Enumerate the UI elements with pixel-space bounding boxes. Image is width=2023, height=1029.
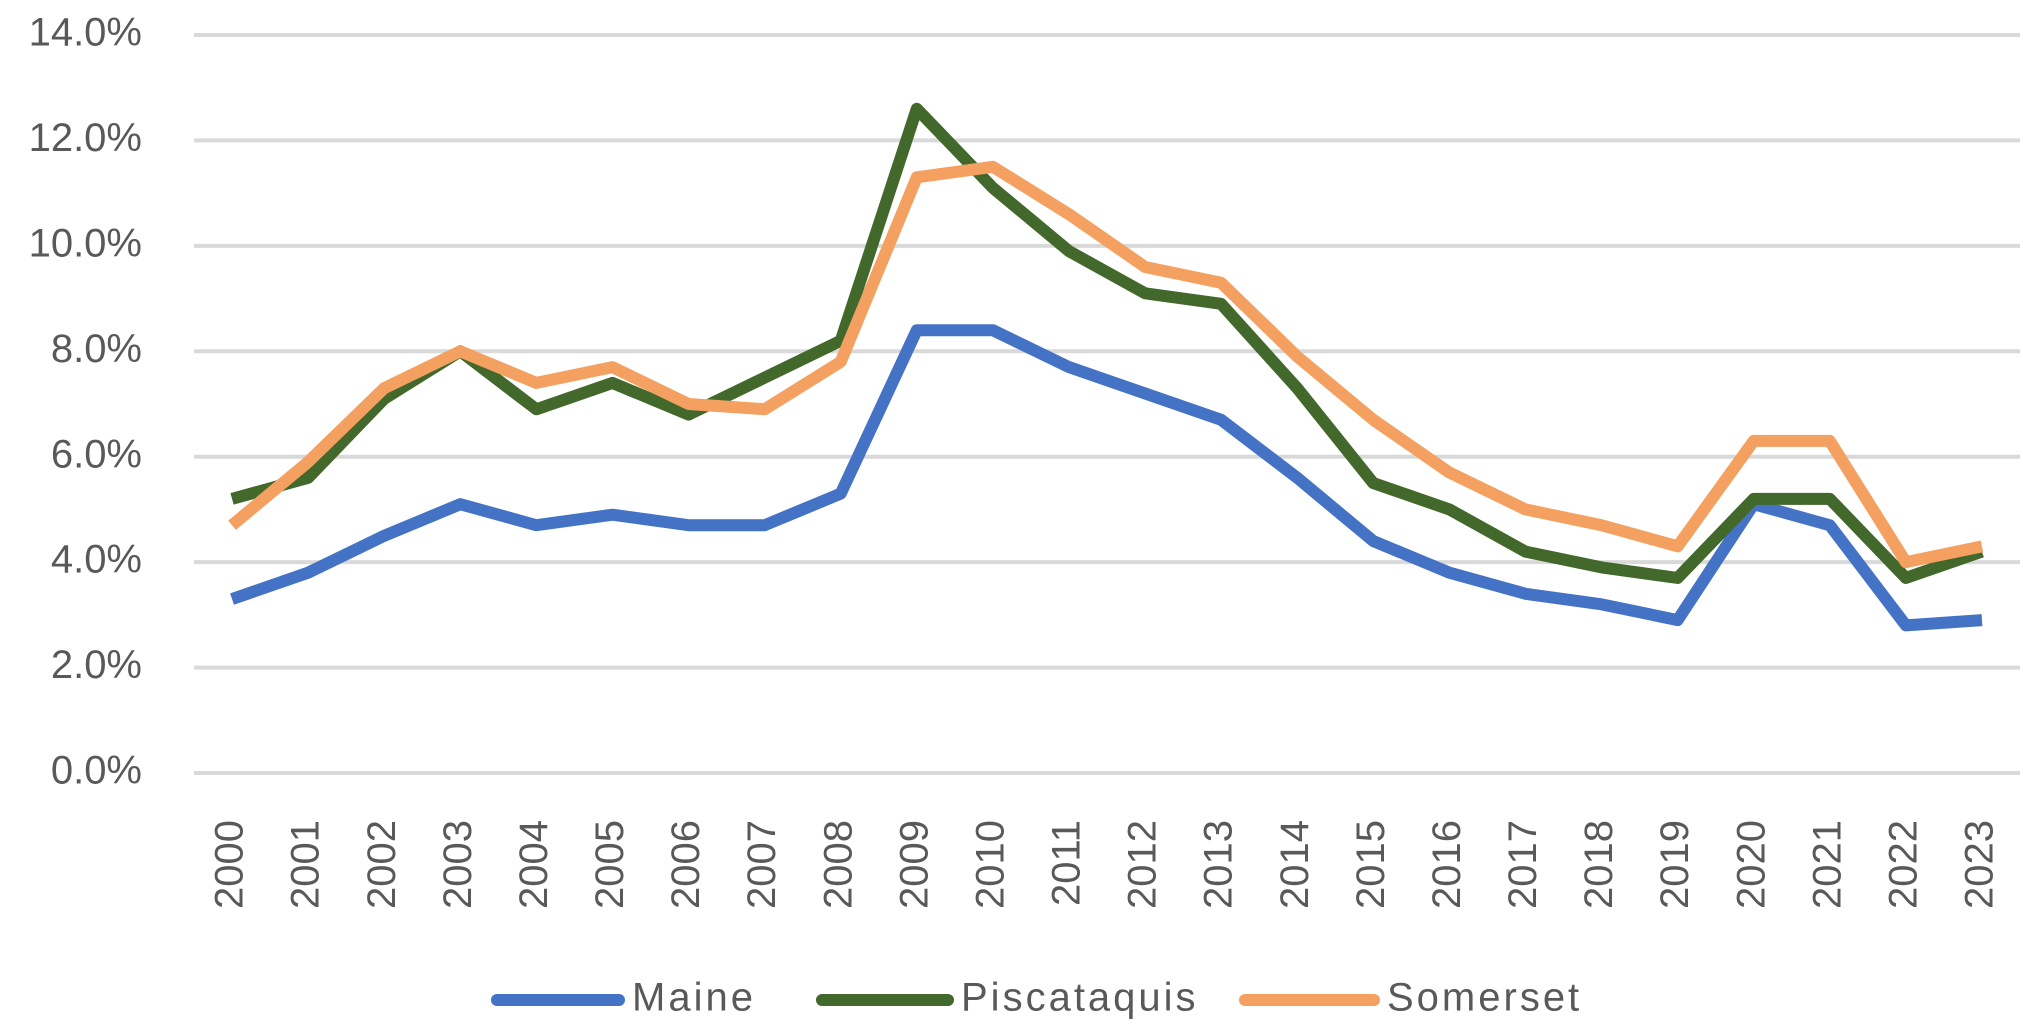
x-tick-label: 2003	[436, 820, 480, 909]
x-tick-label: 2023	[1958, 820, 2002, 909]
x-tick-label: 2020	[1729, 820, 1773, 909]
x-tick-label: 2018	[1577, 820, 1621, 909]
legend-label: Somerset	[1387, 976, 1582, 1020]
line	[230, 324, 1983, 632]
line	[228, 160, 1984, 569]
x-tick-label: 2005	[588, 820, 632, 909]
legend-label: Piscataquis	[961, 976, 1199, 1020]
y-tick-label: 14.0%	[29, 11, 142, 55]
x-tick-label: 2017	[1501, 820, 1545, 909]
y-tick-label: 12.0%	[29, 116, 142, 160]
x-tick-label: 2014	[1273, 820, 1317, 909]
x-tick-label: 2008	[816, 820, 860, 909]
x-tick-label: 2009	[892, 820, 936, 909]
x-tick-label: 2000	[208, 820, 252, 909]
y-tick-label: 6.0%	[51, 432, 142, 476]
y-tick-label: 10.0%	[29, 221, 142, 265]
y-tick-label: 4.0%	[51, 538, 142, 582]
y-tick-label: 2.0%	[51, 643, 142, 687]
x-tick-label: 2001	[284, 820, 328, 909]
x-tick-label: 2022	[1881, 820, 1925, 909]
x-tick-label: 2010	[968, 820, 1012, 909]
y-tick-label: 0.0%	[51, 749, 142, 793]
x-tick-label: 2002	[360, 820, 404, 909]
x-tick-label: 2011	[1045, 820, 1089, 906]
x-tick-label: 2012	[1121, 820, 1165, 909]
x-tick-label: 2004	[512, 820, 556, 909]
x-tick-label: 2015	[1349, 820, 1393, 909]
x-tick-label: 2021	[1805, 820, 1849, 909]
x-tick-label: 2016	[1425, 820, 1469, 909]
x-tick-label: 2019	[1653, 820, 1697, 909]
x-tick-label: 2007	[740, 820, 784, 909]
line	[230, 102, 1984, 584]
x-tick-label: 2013	[1197, 820, 1241, 909]
x-tick-label: 2006	[664, 820, 708, 909]
y-tick-label: 8.0%	[51, 327, 142, 371]
legend-label: Maine	[632, 976, 756, 1020]
